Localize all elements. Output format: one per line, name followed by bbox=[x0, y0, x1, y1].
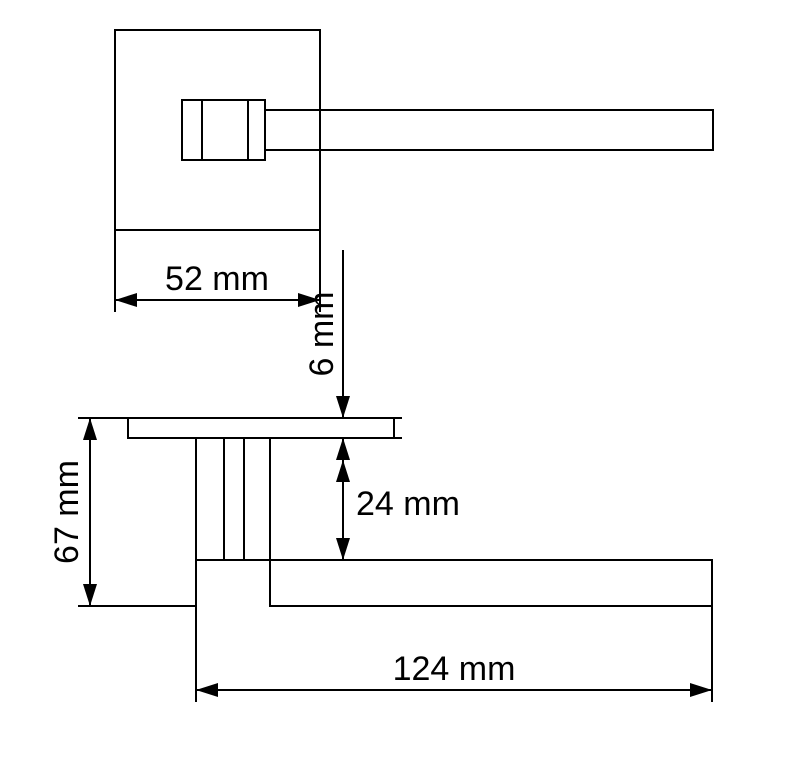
arrowhead-icon bbox=[115, 293, 137, 307]
arrowhead-icon bbox=[690, 683, 712, 697]
arrowhead-icon bbox=[83, 418, 97, 440]
side-view-stem bbox=[196, 438, 270, 560]
front-view-lever bbox=[265, 110, 713, 150]
dim-6-label: 6 mm bbox=[303, 292, 341, 377]
dim-67-label: 67 mm bbox=[48, 460, 86, 564]
arrowhead-icon bbox=[83, 584, 97, 606]
dim-24-label: 24 mm bbox=[356, 485, 460, 523]
dim-124-label: 124 mm bbox=[393, 650, 516, 688]
dim-52-label: 52 mm bbox=[165, 260, 269, 298]
side-view-lever bbox=[270, 560, 712, 606]
arrowhead-icon bbox=[336, 460, 350, 482]
arrowhead-icon bbox=[336, 438, 350, 460]
front-view-boss bbox=[182, 100, 265, 160]
arrowhead-icon bbox=[336, 396, 350, 418]
arrowhead-icon bbox=[336, 538, 350, 560]
arrowhead-icon bbox=[196, 683, 218, 697]
side-view-plate bbox=[128, 418, 394, 438]
front-view-plate bbox=[115, 30, 320, 230]
